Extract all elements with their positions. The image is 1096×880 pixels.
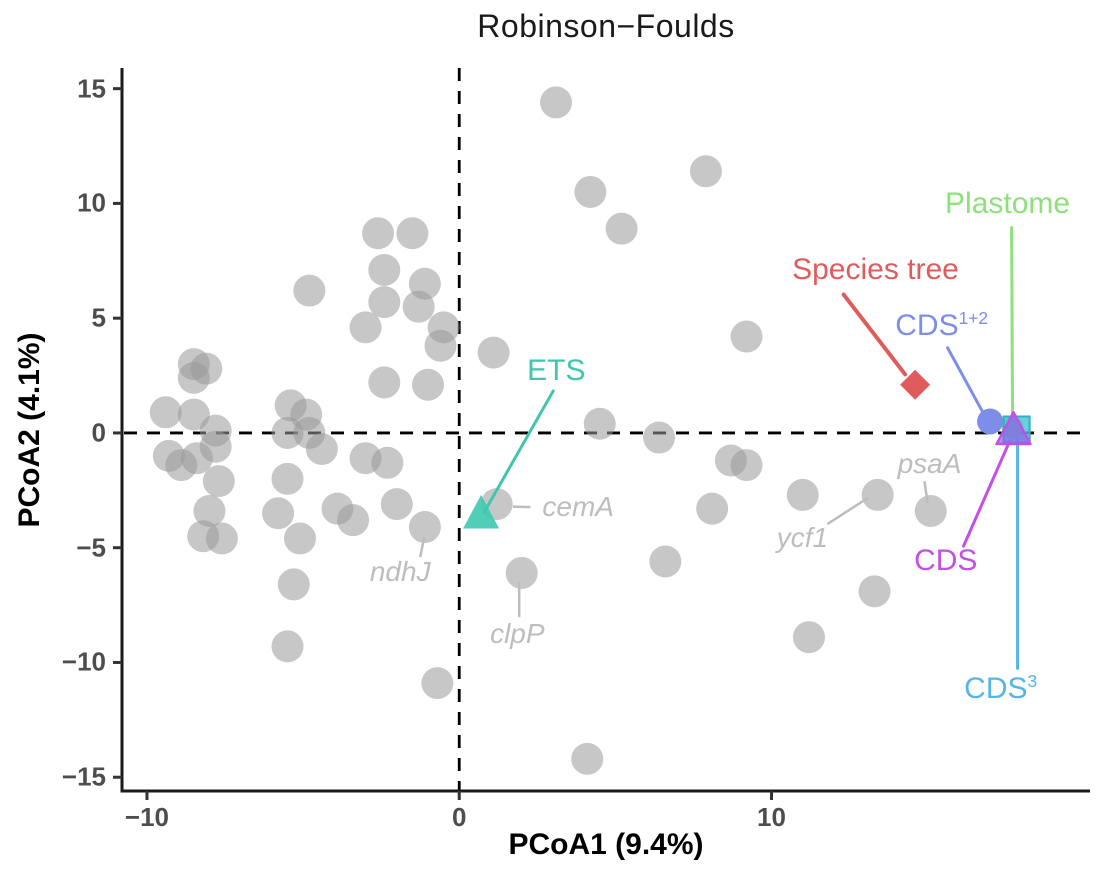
data-point [271, 462, 304, 495]
y-tick-label: 0 [91, 417, 106, 448]
data-point [180, 442, 213, 475]
leader-line-cds-1-2 [946, 346, 985, 414]
data-point [861, 478, 894, 511]
data-point [786, 478, 819, 511]
y-tick-label: 5 [91, 302, 106, 333]
data-point [408, 511, 441, 544]
annotation-label-species-tree: Species tree [792, 252, 959, 286]
marker-cds [995, 410, 1032, 446]
y-tick-label: −5 [76, 532, 106, 563]
data-point [362, 217, 395, 250]
y-tick-label: 15 [77, 73, 106, 104]
annotation-label-cds-1-2: CDS1+2 [895, 307, 989, 342]
leader-line-psaA [923, 480, 929, 504]
data-point [368, 253, 401, 286]
data-point [643, 421, 676, 454]
leader-line-ndhJ [418, 536, 426, 558]
gene-label-ndhJ: ndhJ [369, 556, 431, 588]
data-point [205, 522, 238, 555]
data-point [368, 286, 401, 319]
annotation-label-cds: CDS [914, 544, 978, 578]
data-point [283, 522, 316, 555]
data-point [277, 568, 310, 601]
x-axis-label: PCoA1 (9.4%) [508, 828, 704, 861]
annotation-label-ets: ETS [527, 353, 586, 387]
gene-label-psaA: psaA [897, 447, 962, 479]
data-point [349, 311, 382, 344]
data-point [177, 398, 210, 431]
data-point [271, 416, 304, 449]
data-point [402, 290, 435, 323]
gene-label-ycf1: ycf1 [776, 522, 829, 554]
data-point [696, 492, 729, 525]
data-point [380, 488, 413, 521]
data-point [649, 545, 682, 578]
data-point [368, 366, 401, 399]
x-tick-label: −10 [124, 802, 170, 832]
data-point [730, 449, 763, 482]
data-point [149, 396, 182, 429]
data-point [477, 336, 510, 369]
data-point [262, 497, 295, 530]
data-point [605, 212, 638, 245]
x-tick-label: 0 [452, 802, 467, 832]
data-point [540, 86, 573, 119]
x-tick-label: 10 [757, 802, 786, 832]
data-point [177, 361, 210, 394]
data-point [505, 556, 538, 589]
leader-line-ycf1 [826, 496, 869, 526]
data-point [193, 494, 226, 527]
data-point [792, 621, 825, 654]
data-point [337, 504, 370, 537]
gene-label-cemA: cemA [542, 491, 614, 523]
plot-title: Robinson−Foulds [477, 8, 735, 44]
data-point [858, 575, 891, 608]
gene-label-clpP: clpP [490, 618, 545, 650]
data-point [293, 274, 326, 307]
data-point [689, 155, 722, 188]
marker-ets [463, 494, 500, 529]
data-point [396, 217, 429, 250]
data-point [421, 667, 454, 700]
data-point [914, 494, 947, 527]
y-tick-label: −10 [61, 646, 106, 677]
leader-line-ets [482, 389, 555, 514]
y-tick-label: −15 [61, 761, 106, 792]
data-point [371, 446, 404, 479]
data-point [305, 433, 338, 466]
data-point [424, 329, 457, 362]
data-point [730, 320, 763, 353]
data-point [412, 368, 445, 401]
marker-species-tree [900, 369, 931, 400]
data-point [271, 630, 304, 663]
leader-line-plastome [1010, 226, 1015, 426]
y-tick-label: 10 [77, 187, 106, 218]
data-point [574, 175, 607, 208]
leader-line-cds [962, 439, 1012, 548]
annotation-label-plastome: Plastome [945, 187, 1071, 221]
annotation-label-cds-3: CDS3 [964, 670, 1038, 705]
data-point [583, 407, 616, 440]
data-point [571, 742, 604, 775]
data-point [202, 465, 235, 498]
marker-cds1-2 [977, 408, 1004, 435]
leader-line-species-tree [841, 292, 908, 377]
